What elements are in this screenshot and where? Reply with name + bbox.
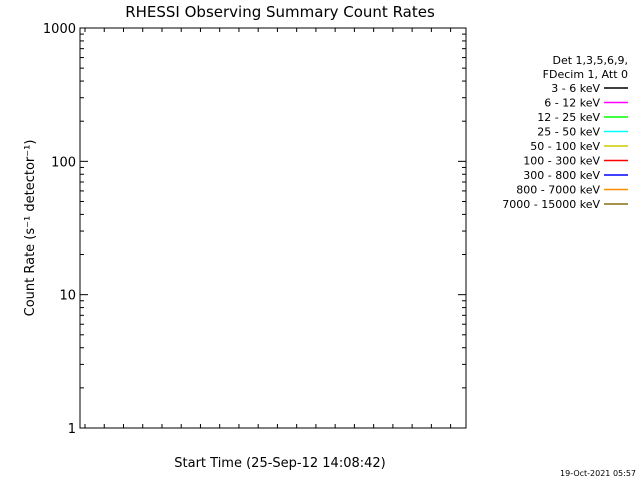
legend-label-1: 6 - 12 keV [544,97,600,110]
y-tick-label-3: 1000 [43,22,76,37]
axes: 14:1514:3014:4515:0015:1515:3015:4511010… [43,22,466,437]
legend: Det 1,3,5,6,9,FDecim 1, Att 03 - 6 keV 6 … [502,54,628,211]
legend-label-6: 300 - 800 keV [523,169,600,182]
plot-frame [79,27,467,429]
legend-label-7: 800 - 7000 keV [516,184,600,197]
legend-header-1: FDecim 1, Att 0 [543,68,628,81]
chart-title: RHESSI Observing Summary Count Rates [125,3,435,21]
y-tick-label-0: 1 [68,422,76,437]
legend-label-0: 3 - 6 keV [551,82,600,95]
y-tick-label-1: 10 [59,289,76,304]
x-axis-label: Start Time (25-Sep-12 14:08:42) [174,456,385,471]
legend-label-2: 12 - 25 keV [537,111,600,124]
legend-label-3: 25 - 50 keV [537,126,600,139]
legend-label-8: 7000 - 15000 keV [502,198,600,211]
footer-timestamp: 19-Oct-2021 05:57 [560,469,636,478]
y-axis-label: Count Rate (s⁻¹ detector⁻¹) [23,140,38,317]
legend-label-4: 50 - 100 keV [530,140,600,153]
legend-header-0: Det 1,3,5,6,9, [552,54,628,67]
legend-label-5: 100 - 300 keV [523,155,600,168]
y-tick-label-2: 100 [51,155,76,170]
